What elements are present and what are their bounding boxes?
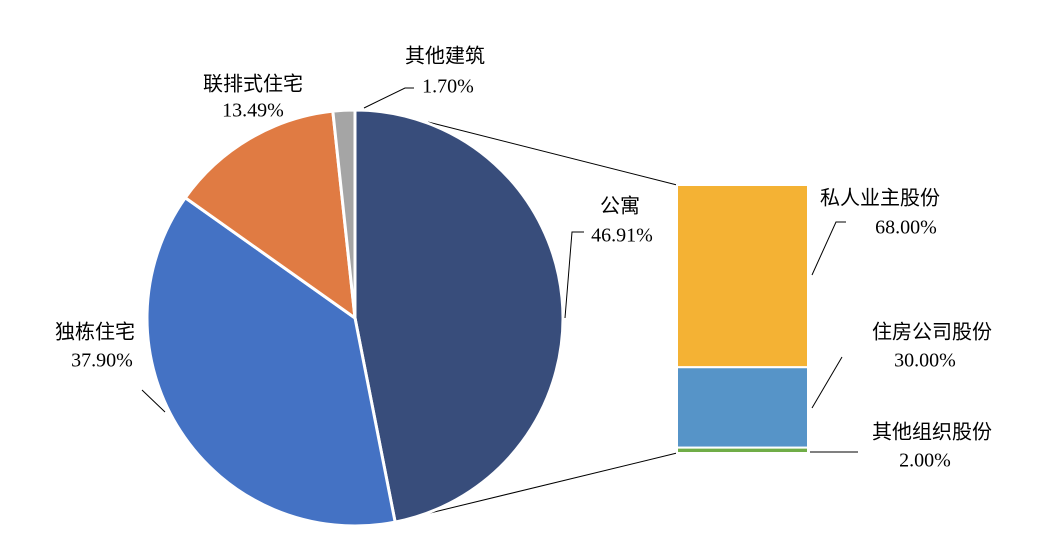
data-label-value: 13.49% [222, 100, 284, 122]
data-label-value: 37.90% [71, 350, 133, 372]
data-label-name: 住房公司股份 [872, 321, 992, 344]
data-label-name: 公寓 [600, 195, 640, 218]
pie-slice [331, 108, 357, 319]
data-label-value: 2.00% [899, 450, 951, 472]
connector-line [429, 452, 678, 514]
data-label-value: 30.00% [894, 350, 956, 372]
leader-line [811, 356, 843, 409]
connector-line [427, 121, 678, 186]
bar-segment [676, 446, 809, 455]
data-label-value: 46.91% [591, 225, 653, 247]
pie-slice [353, 108, 565, 524]
pie-slice [145, 195, 397, 528]
leader-line [141, 389, 166, 413]
leader-line [811, 221, 846, 276]
data-label-name: 独栋住宅 [55, 321, 135, 344]
pie-slice [183, 109, 357, 322]
data-label-name: 其他建筑 [405, 45, 485, 68]
data-label-name: 联排式住宅 [203, 73, 303, 96]
data-label-value: 68.00% [875, 217, 937, 239]
data-label-value: 1.70% [422, 76, 474, 98]
leader-line [564, 231, 584, 319]
bar-segment [676, 184, 809, 369]
data-label-name: 其他组织股份 [872, 421, 992, 444]
data-label-name: 私人业主股份 [820, 187, 940, 210]
bar-segment [676, 366, 809, 449]
leader-line [363, 87, 414, 109]
